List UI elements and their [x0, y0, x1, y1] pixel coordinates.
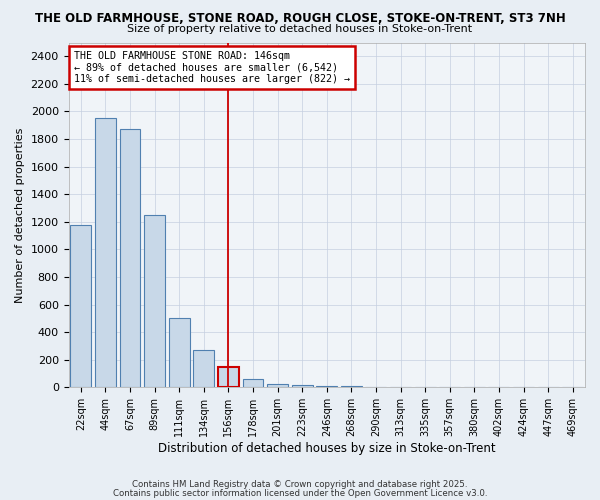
Bar	[119, 128, 140, 388]
Bar	[218, 366, 239, 388]
Text: THE OLD FARMHOUSE, STONE ROAD, ROUGH CLOSE, STOKE-ON-TRENT, ST3 7NH: THE OLD FARMHOUSE, STONE ROAD, ROUGH CLO…	[35, 12, 565, 26]
Bar	[193, 350, 214, 388]
X-axis label: Distribution of detached houses by size in Stoke-on-Trent: Distribution of detached houses by size …	[158, 442, 496, 455]
Bar	[242, 379, 263, 388]
Bar	[144, 215, 165, 388]
Bar	[292, 386, 313, 388]
Bar	[341, 386, 362, 388]
Text: THE OLD FARMHOUSE STONE ROAD: 146sqm
← 89% of detached houses are smaller (6,542: THE OLD FARMHOUSE STONE ROAD: 146sqm ← 8…	[74, 51, 350, 84]
Text: Size of property relative to detached houses in Stoke-on-Trent: Size of property relative to detached ho…	[127, 24, 473, 34]
Bar	[169, 318, 190, 388]
Bar	[70, 226, 91, 388]
Text: Contains HM Land Registry data © Crown copyright and database right 2025.: Contains HM Land Registry data © Crown c…	[132, 480, 468, 489]
Text: Contains public sector information licensed under the Open Government Licence v3: Contains public sector information licen…	[113, 488, 487, 498]
Bar	[316, 386, 337, 388]
Y-axis label: Number of detached properties: Number of detached properties	[15, 127, 25, 302]
Bar	[365, 386, 386, 388]
Bar	[95, 118, 116, 388]
Bar	[267, 384, 288, 388]
